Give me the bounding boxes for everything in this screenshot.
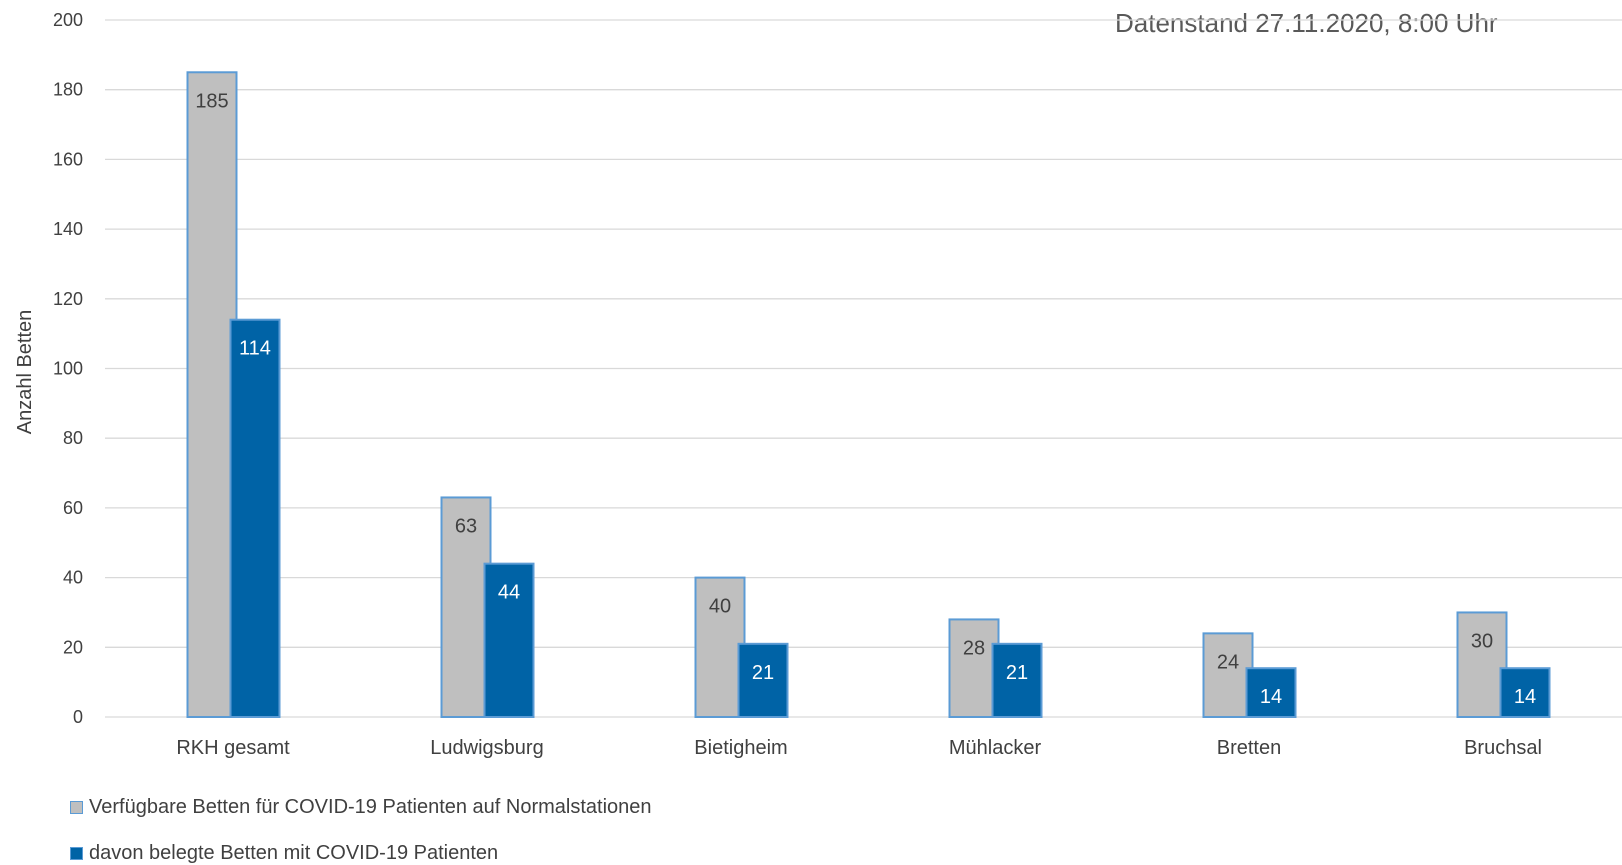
x-category-label: Bietigheim xyxy=(694,737,787,759)
y-tick-label: 200 xyxy=(53,10,83,30)
data-label: 21 xyxy=(1006,662,1028,684)
legend-item-available-beds: Verfügbare Betten für COVID-19 Patienten… xyxy=(70,796,652,819)
bar-occupied xyxy=(229,318,281,718)
data-label: 185 xyxy=(195,90,228,112)
y-tick-label: 40 xyxy=(63,568,83,588)
legend-label-available: Verfügbare Betten für COVID-19 Patienten… xyxy=(89,796,652,818)
y-tick-label: 180 xyxy=(53,80,83,100)
data-label: 114 xyxy=(239,338,271,360)
y-tick-label: 140 xyxy=(53,219,83,239)
bar-available xyxy=(1202,632,1254,718)
y-tick-label: 80 xyxy=(63,428,83,448)
bar-available xyxy=(186,71,238,718)
bar-occupied xyxy=(1245,667,1297,719)
data-label: 14 xyxy=(1514,686,1536,708)
gridlines xyxy=(105,19,1622,718)
y-tick-label: 120 xyxy=(53,289,83,309)
legend-swatch-available xyxy=(70,801,83,814)
bar-available xyxy=(440,496,492,718)
data-label: 28 xyxy=(963,637,985,659)
bar-occupied xyxy=(483,562,535,718)
bar-occupied xyxy=(737,642,789,718)
y-axis-label: Anzahl Betten xyxy=(14,310,36,435)
bar-available xyxy=(1456,611,1508,719)
legend-swatch-occupied xyxy=(70,847,83,860)
data-label: 24 xyxy=(1217,651,1239,673)
bar-available xyxy=(948,618,1000,718)
x-category-label: Mühlacker xyxy=(949,737,1042,759)
x-category-label: Bruchsal xyxy=(1464,737,1542,759)
bars xyxy=(186,71,1551,719)
legend-item-occupied-beds: davon belegte Betten mit COVID-19 Patien… xyxy=(70,842,498,865)
data-label: 44 xyxy=(498,582,520,604)
data-label: 63 xyxy=(455,515,477,537)
y-tick-label: 0 xyxy=(73,707,83,727)
data-label: 14 xyxy=(1260,686,1282,708)
data-label: 30 xyxy=(1471,630,1493,652)
legend-label-occupied: davon belegte Betten mit COVID-19 Patien… xyxy=(89,842,499,864)
y-axis-ticks: 0 20 40 60 80 100 120 140 160 180 200 xyxy=(53,10,83,727)
data-labels: 185 114 63 44 40 21 28 21 24 14 30 14 xyxy=(195,90,1536,708)
x-category-label: Bretten xyxy=(1217,737,1281,759)
bar-occupied xyxy=(991,642,1043,718)
data-label: 40 xyxy=(709,596,731,618)
y-tick-label: 100 xyxy=(53,359,83,379)
bar-occupied xyxy=(1499,667,1551,719)
data-label: 21 xyxy=(752,662,774,684)
y-tick-label: 60 xyxy=(63,498,83,518)
y-tick-label: 160 xyxy=(53,149,83,169)
x-category-label: RKH gesamt xyxy=(176,737,290,759)
x-axis-categories: RKH gesamt Ludwigsburg Bietigheim Mühlacker… xyxy=(176,737,1542,759)
y-tick-label: 20 xyxy=(63,637,83,657)
chart-subtitle: Datenstand 27.11.2020, 8:00 Uhr xyxy=(1115,8,1498,38)
x-category-label: Ludwigsburg xyxy=(430,737,543,759)
